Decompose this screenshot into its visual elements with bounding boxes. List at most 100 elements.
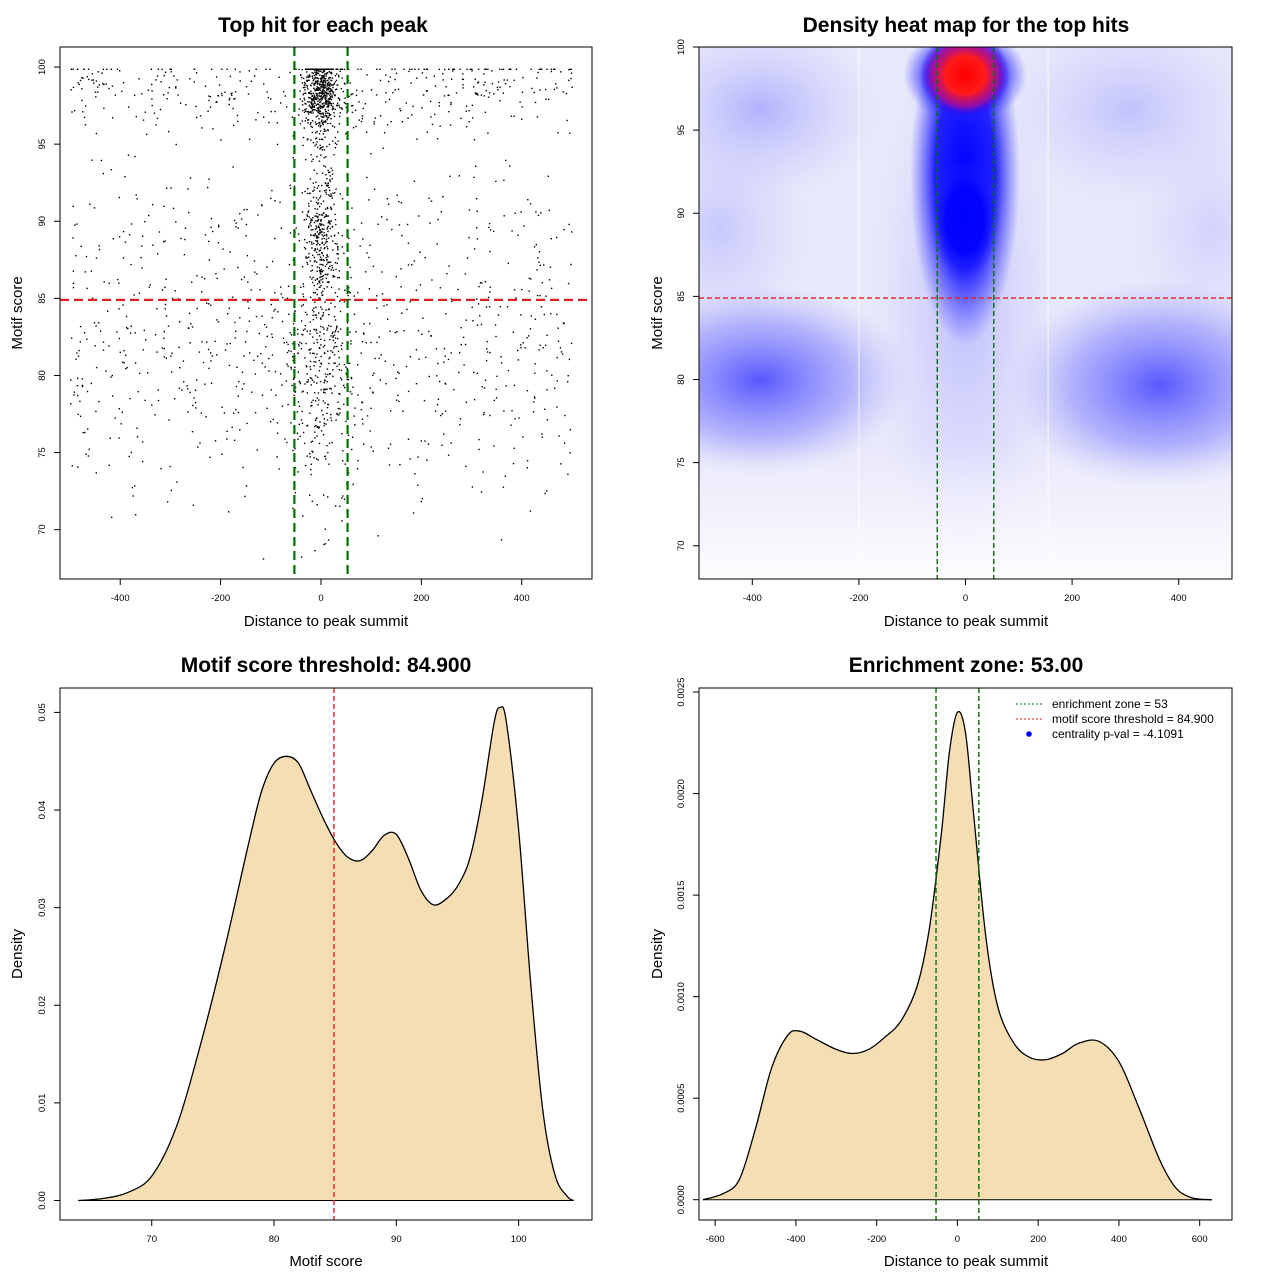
scatter-point [326,206,329,209]
scatter-point [484,281,487,283]
scatter-point [324,392,326,394]
scatter-point [320,279,322,281]
scatter-point [234,91,237,93]
scatter-point [541,436,543,438]
scatter-point [311,95,313,98]
scatter-point [320,273,322,275]
score-density-y-label: Density [9,928,26,979]
scatter-point [317,215,319,218]
scatter-point [333,354,336,356]
scatter-point [319,101,322,103]
scatter-point [226,438,228,440]
scatter-point [322,77,324,79]
scatter-point [319,380,322,383]
scatter-point [299,341,301,344]
scatter-point [336,412,338,415]
scatter-point [465,465,467,468]
scatter-point [136,427,138,429]
scatter-point [87,455,90,457]
scatter-point [322,326,324,328]
scatter-point [334,142,336,144]
scatter-point [423,68,425,70]
scatter-point [319,331,321,333]
scatter-point [322,71,325,73]
scatter-point [328,143,331,146]
scatter-point [254,411,257,414]
scatter-point [429,222,431,224]
scatter-point [480,94,483,96]
scatter-point [119,70,121,72]
scatter-point [90,382,92,385]
scatter-point [79,325,82,328]
scatter-point [330,88,332,90]
scatter-point [321,103,324,105]
scatter-point [382,147,384,149]
scatter-point [315,73,317,76]
scatter-point [318,442,321,445]
scatter-point [174,398,176,400]
scatter-point [389,443,392,445]
scatter-point [322,138,324,141]
scatter-point [315,356,317,359]
scatter-point [91,73,94,75]
scatter-point [331,140,334,142]
scatter-point [300,419,303,421]
heatmap-x-tick-label: 0 [963,593,968,604]
scatter-point [459,68,461,70]
scatter-point [210,217,213,220]
scatter-point [374,117,376,119]
scatter-point [502,68,505,70]
scatter-point [311,101,313,103]
scatter-point [322,96,324,98]
scatter-point [163,75,165,77]
scatter-point [321,251,323,254]
scatter-point [304,109,306,111]
scatter-point [338,369,341,371]
scatter-point [319,197,321,199]
scatter-point [307,211,309,213]
scatter-point [344,386,346,389]
scatter-point [320,306,322,308]
scatter-point [316,397,318,399]
scatter-point [246,208,248,211]
scatter-point [177,94,179,96]
scatter-point [308,241,311,243]
scatter-point [400,202,403,204]
scatter-point [318,106,320,108]
scatter-point [168,130,170,133]
scatter-point [300,348,303,350]
scatter-point [185,104,187,106]
scatter-point [325,75,327,77]
scatter-point [165,357,167,359]
scatter-point [201,127,203,129]
scatter-point [311,278,313,280]
scatter-point [319,107,322,110]
scatter-point [489,352,491,354]
scatter-point [316,293,318,296]
scatter-point [317,98,319,100]
scatter-point [318,232,321,234]
scatter-point [318,427,320,429]
scatter-point [297,233,300,235]
scatter-point [538,68,541,70]
scatter-point [389,330,391,332]
scatter-point [474,92,477,94]
scatter-point [312,281,314,284]
scatter-point [267,96,270,99]
scatter-point [233,98,235,100]
scatter-point [311,450,313,452]
scatter-point [319,83,321,86]
scatter-point [366,131,368,133]
scatter-point [329,387,331,390]
scatter-point [306,214,308,216]
scatter-point [294,386,297,389]
scatter-point [452,70,454,72]
scatter-point [318,346,321,349]
scatter-point [305,257,307,259]
scatter-point [352,436,354,438]
scatter-point [231,92,233,94]
scatter-point [301,320,303,322]
scatter-point [142,119,145,121]
scatter-point [570,263,572,266]
scatter-point [305,92,307,94]
